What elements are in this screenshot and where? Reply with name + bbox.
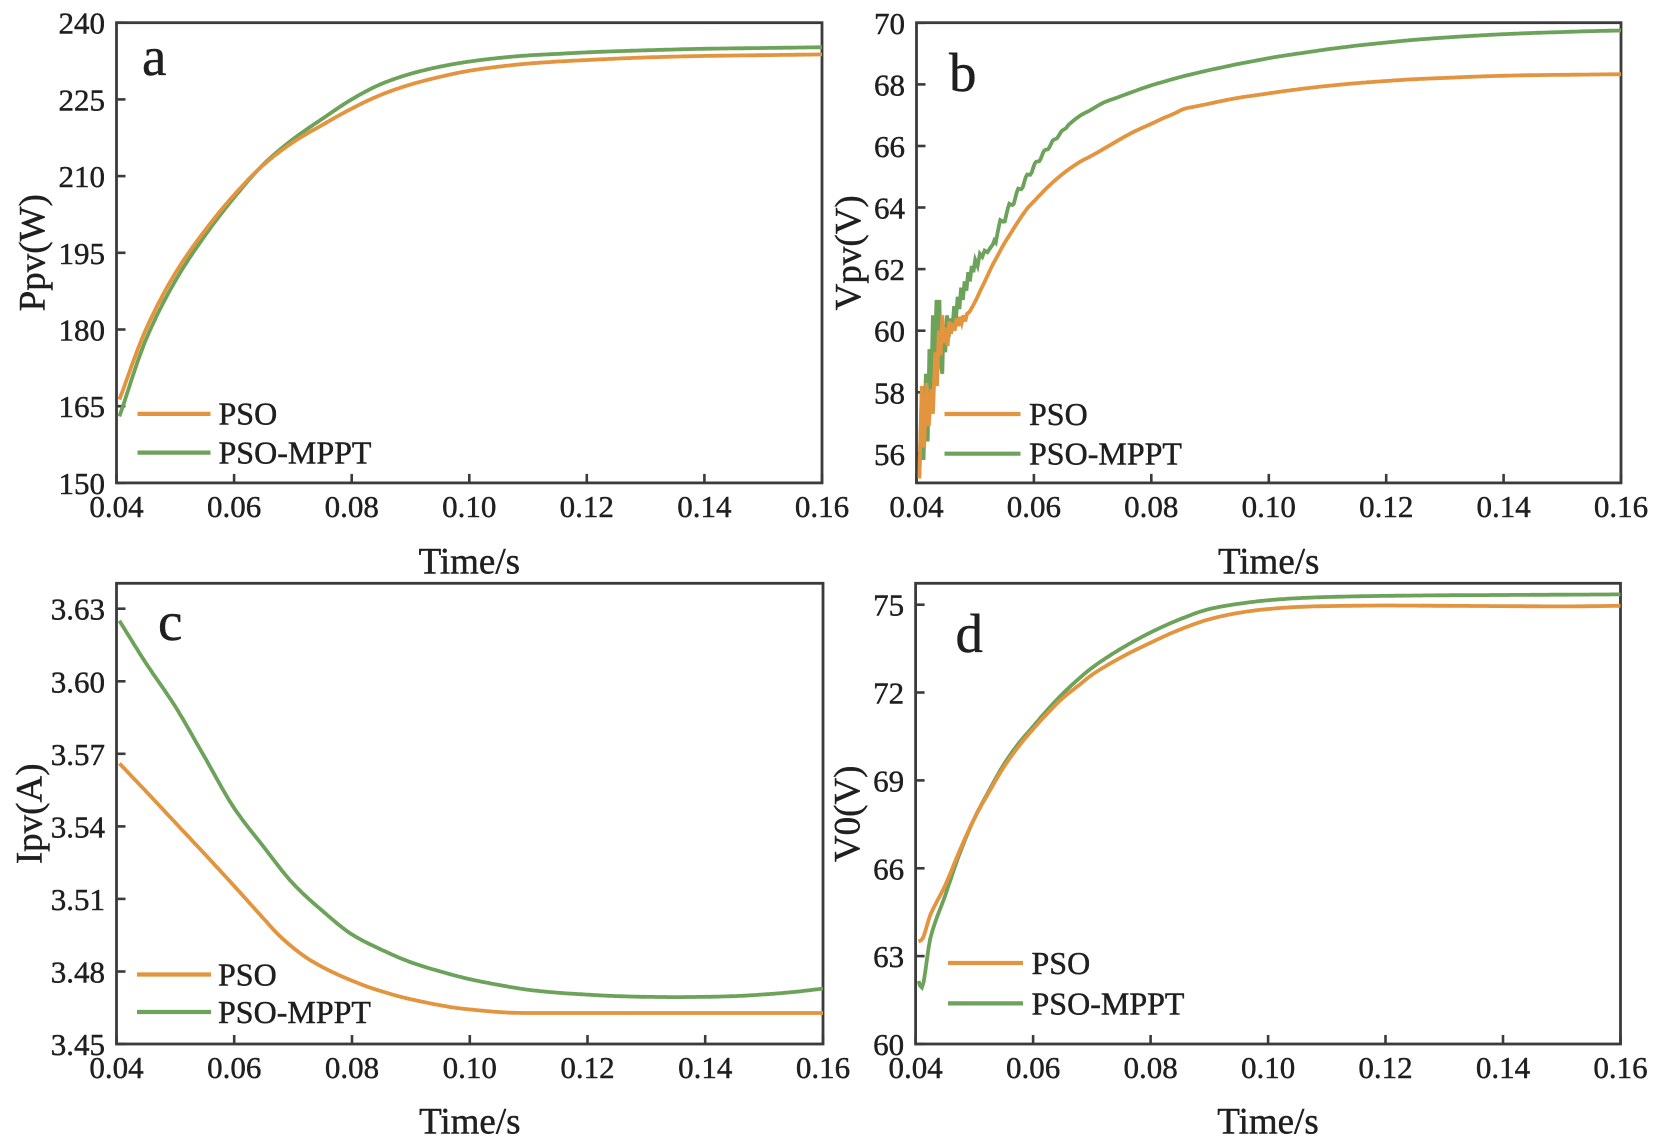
svg-text:210: 210: [59, 159, 106, 194]
svg-text:56: 56: [874, 437, 905, 472]
svg-text:165: 165: [59, 389, 106, 424]
svg-text:3.60: 3.60: [51, 664, 105, 699]
svg-text:0.12: 0.12: [560, 1050, 614, 1085]
svg-text:0.06: 0.06: [1006, 1050, 1060, 1085]
svg-text:d: d: [956, 603, 984, 664]
svg-text:3.45: 3.45: [51, 1027, 105, 1062]
svg-text:PSO-MPPT: PSO-MPPT: [1032, 986, 1185, 1022]
svg-text:3.63: 3.63: [51, 592, 105, 627]
svg-text:Time/s: Time/s: [1218, 542, 1319, 583]
svg-text:0.16: 0.16: [796, 1050, 850, 1085]
svg-text:60: 60: [874, 314, 905, 349]
svg-text:0.10: 0.10: [1241, 1050, 1295, 1085]
svg-text:58: 58: [874, 375, 905, 410]
svg-text:PSO: PSO: [219, 396, 278, 432]
svg-text:Ipv(A): Ipv(A): [10, 763, 51, 864]
svg-text:0.12: 0.12: [560, 489, 614, 524]
svg-text:0.08: 0.08: [325, 1050, 379, 1085]
svg-text:PSO-MPPT: PSO-MPPT: [1029, 436, 1182, 472]
svg-text:Time/s: Time/s: [1217, 1102, 1318, 1143]
svg-text:0.10: 0.10: [442, 489, 496, 524]
svg-text:66: 66: [874, 129, 905, 164]
svg-text:72: 72: [873, 676, 904, 711]
svg-text:64: 64: [874, 191, 906, 226]
svg-text:PSO: PSO: [1029, 396, 1088, 432]
svg-text:c: c: [158, 591, 182, 652]
svg-text:0.12: 0.12: [1359, 489, 1413, 524]
svg-text:0.04: 0.04: [889, 489, 944, 524]
svg-text:PSO-MPPT: PSO-MPPT: [218, 994, 371, 1030]
svg-text:0.04: 0.04: [89, 1050, 144, 1085]
svg-text:150: 150: [59, 466, 106, 501]
svg-text:66: 66: [873, 851, 904, 886]
svg-text:0.14: 0.14: [1476, 1050, 1531, 1085]
svg-text:0.16: 0.16: [795, 489, 849, 524]
svg-text:240: 240: [59, 6, 106, 41]
svg-text:Time/s: Time/s: [419, 1102, 520, 1143]
svg-text:63: 63: [873, 939, 904, 974]
svg-text:0.08: 0.08: [1123, 1050, 1177, 1085]
svg-text:0.12: 0.12: [1358, 1050, 1412, 1085]
svg-text:0.14: 0.14: [1476, 489, 1531, 524]
svg-text:V0(V): V0(V): [828, 766, 869, 863]
svg-text:0.04: 0.04: [89, 489, 144, 524]
svg-text:Vpv(V): Vpv(V): [829, 195, 870, 310]
svg-text:0.08: 0.08: [325, 489, 379, 524]
svg-text:PSO: PSO: [218, 957, 277, 993]
svg-text:0.16: 0.16: [1594, 489, 1648, 524]
svg-text:0.06: 0.06: [207, 489, 261, 524]
svg-text:PSO: PSO: [1032, 945, 1091, 981]
svg-text:180: 180: [59, 313, 106, 348]
svg-text:195: 195: [59, 236, 106, 271]
svg-text:PSO-MPPT: PSO-MPPT: [219, 434, 372, 470]
svg-text:0.04: 0.04: [888, 1050, 943, 1085]
svg-text:b: b: [949, 42, 977, 103]
svg-text:225: 225: [59, 82, 106, 117]
svg-text:69: 69: [873, 763, 904, 798]
svg-text:0.10: 0.10: [443, 1050, 497, 1085]
svg-text:0.10: 0.10: [1242, 489, 1296, 524]
svg-text:3.51: 3.51: [51, 882, 105, 917]
svg-text:3.54: 3.54: [51, 809, 106, 844]
svg-text:3.48: 3.48: [51, 955, 105, 990]
svg-text:a: a: [142, 26, 166, 87]
svg-text:75: 75: [873, 588, 904, 623]
svg-text:0.14: 0.14: [677, 489, 732, 524]
svg-text:Ppv(W): Ppv(W): [13, 194, 54, 311]
svg-text:60: 60: [873, 1027, 904, 1062]
svg-text:62: 62: [874, 252, 905, 287]
svg-text:0.16: 0.16: [1593, 1050, 1647, 1085]
svg-text:3.57: 3.57: [51, 737, 105, 772]
svg-text:70: 70: [874, 6, 905, 41]
svg-text:0.06: 0.06: [1007, 489, 1061, 524]
svg-text:68: 68: [874, 67, 905, 102]
svg-text:0.06: 0.06: [207, 1050, 261, 1085]
svg-text:0.08: 0.08: [1124, 489, 1178, 524]
svg-text:0.14: 0.14: [678, 1050, 733, 1085]
svg-text:Time/s: Time/s: [419, 542, 520, 583]
